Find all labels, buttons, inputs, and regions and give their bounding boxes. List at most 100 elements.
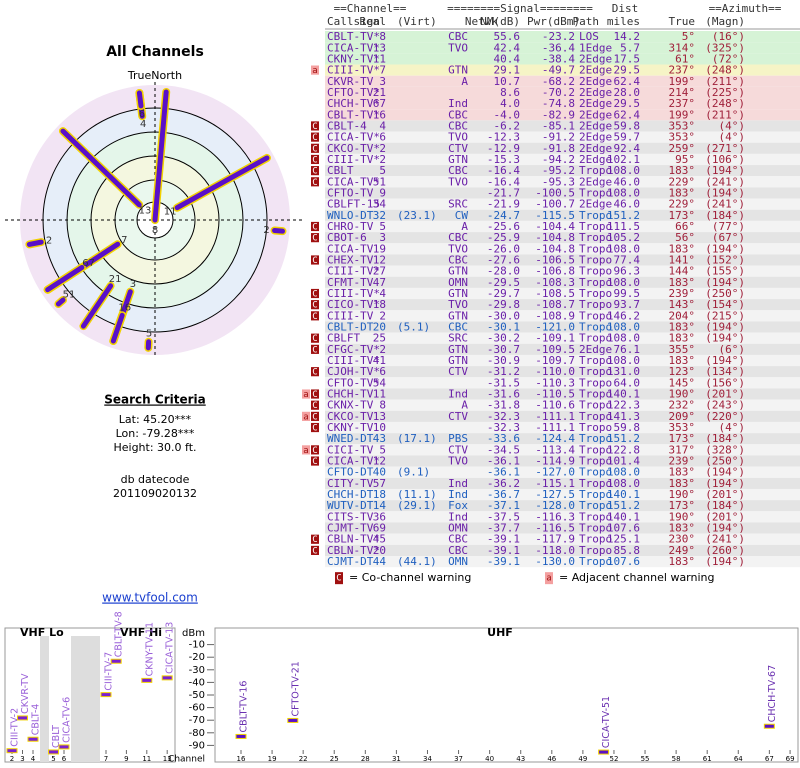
row-background bbox=[325, 98, 800, 110]
warning-letter: a bbox=[303, 390, 308, 400]
cell-dist: 92.4 bbox=[614, 142, 641, 155]
row-background bbox=[325, 131, 800, 143]
cell-magn: (4°) bbox=[719, 131, 746, 144]
cell-path: Tropo bbox=[579, 265, 612, 278]
channel-label: 11 bbox=[164, 207, 177, 218]
warning-icon bbox=[311, 445, 319, 455]
cell-path: Tropo bbox=[579, 376, 612, 389]
cell-path: Tropo bbox=[579, 231, 612, 244]
cell-callsign: CIII-TV* bbox=[327, 265, 380, 278]
warning-icon bbox=[311, 154, 319, 165]
cell-callsign: CICI-TV bbox=[327, 443, 374, 456]
cell-pwr: -49.7 bbox=[542, 64, 575, 77]
cell-netwk: A bbox=[461, 399, 468, 412]
cell-callsign: CIII-TV bbox=[327, 309, 374, 322]
cell-dist: 108.0 bbox=[607, 466, 640, 479]
warning-icon bbox=[311, 177, 319, 187]
x-tick-label: 49 bbox=[578, 755, 587, 763]
channel-label: 7 bbox=[121, 235, 127, 246]
cell-nm: -31.8 bbox=[487, 399, 520, 412]
y-tick-label: -50 bbox=[189, 690, 205, 701]
cell-dist: 107.6 bbox=[607, 522, 640, 535]
cell-nm: -36.1 bbox=[487, 455, 520, 468]
cell-path: Tropo bbox=[579, 276, 612, 289]
warning-icon bbox=[302, 389, 310, 399]
station-mark bbox=[110, 658, 122, 664]
cell-pwr: -115.5 bbox=[535, 209, 575, 222]
cell-pwr: -116.5 bbox=[535, 522, 575, 535]
row-background bbox=[325, 287, 800, 300]
legend-letter: a bbox=[546, 574, 551, 584]
cell-path: Tropo bbox=[579, 421, 612, 434]
cell-netwk: SRC bbox=[448, 332, 468, 345]
cell-magn: (194°) bbox=[705, 242, 745, 255]
warning-icon bbox=[311, 143, 319, 153]
cell-dist: 46.0 bbox=[614, 198, 641, 211]
cell-pwr: -127.0 bbox=[535, 466, 575, 479]
warning-icon bbox=[311, 344, 319, 354]
cell-real: 10 bbox=[373, 421, 386, 434]
cell-pwr: -115.1 bbox=[535, 477, 575, 490]
cell-pwr: -124.4 bbox=[535, 432, 575, 445]
x-tick-label: 55 bbox=[641, 755, 650, 763]
cell-netwk: GTN bbox=[448, 309, 468, 322]
cell-nm: -36.1 bbox=[487, 466, 520, 479]
cell-true: 183° bbox=[669, 522, 696, 535]
cell-real: 20 bbox=[373, 544, 386, 557]
lon: Lon: -79.28*** bbox=[116, 427, 195, 440]
cell-pwr: -110.5 bbox=[535, 388, 575, 401]
warning-letter: C bbox=[312, 368, 317, 378]
cell-magn: (220°) bbox=[705, 410, 745, 423]
cell-netwk: TVO bbox=[448, 455, 468, 468]
row-background bbox=[325, 421, 800, 434]
station-mark bbox=[161, 675, 173, 681]
cell-magn: (241°) bbox=[705, 175, 745, 188]
x-tick-label: 31 bbox=[392, 755, 401, 763]
warning-icon bbox=[311, 422, 319, 433]
cell-netwk: CBC bbox=[448, 108, 468, 121]
cell-pwr: -104.8 bbox=[535, 231, 575, 244]
row-background bbox=[325, 444, 800, 456]
warning-icon bbox=[311, 121, 319, 131]
warning-icon bbox=[311, 288, 319, 299]
cell-magn: (6°) bbox=[719, 343, 746, 356]
cell-pwr: -121.0 bbox=[535, 321, 575, 334]
y-tick-label: -20 bbox=[189, 652, 205, 663]
cell-path: 2Edge bbox=[579, 86, 612, 99]
cell-path: 2Edge bbox=[579, 64, 612, 77]
cell-real: 5 bbox=[379, 220, 386, 233]
cell-nm: -34.5 bbox=[487, 443, 520, 456]
cell-nm: -12.9 bbox=[487, 142, 520, 155]
cell-callsign: CHCH-DT bbox=[327, 488, 374, 501]
link[interactable]: www.tvfool.com bbox=[102, 591, 198, 605]
cell-real: 13 bbox=[373, 410, 386, 423]
warning-letter: C bbox=[312, 289, 317, 299]
cell-magn: (194°) bbox=[705, 321, 745, 334]
cell-nm: -30.7 bbox=[487, 343, 520, 356]
signal-line bbox=[55, 297, 66, 307]
cell-netwk: GTN bbox=[448, 354, 468, 367]
cell-real: 2 bbox=[379, 142, 386, 155]
cell-virt: (5.1) bbox=[397, 321, 430, 334]
warning-letter: C bbox=[312, 222, 317, 232]
warning-letter: C bbox=[312, 546, 317, 556]
cell-real: 8 bbox=[379, 30, 386, 43]
cell-magn: (72°) bbox=[712, 52, 745, 65]
cell-dist: 99.5 bbox=[614, 287, 641, 300]
cell-path: Tropo bbox=[579, 332, 612, 345]
cell-real: 18 bbox=[373, 298, 386, 311]
cell-pwr: -91.2 bbox=[542, 131, 575, 144]
cell-magn: (194°) bbox=[705, 466, 745, 479]
warning-icon bbox=[311, 534, 319, 544]
cell-callsign: CHEX-TV bbox=[327, 253, 374, 266]
cell-pwr: -108.9 bbox=[535, 309, 575, 322]
cell-true: 183° bbox=[669, 555, 696, 568]
row-background bbox=[325, 533, 800, 545]
cell-magn: (194°) bbox=[705, 477, 745, 490]
cell-callsign: CKNX-TV bbox=[327, 399, 374, 412]
cell-true: 183° bbox=[669, 164, 696, 177]
gap-shade bbox=[40, 636, 49, 762]
cell-pwr: -95.3 bbox=[542, 175, 575, 188]
spectrum-chart: VHF Lo VHF Hi UHF dBm Channel -10-20 -30-40 -50… bbox=[4, 611, 799, 765]
cell-true: 239° bbox=[669, 455, 696, 468]
